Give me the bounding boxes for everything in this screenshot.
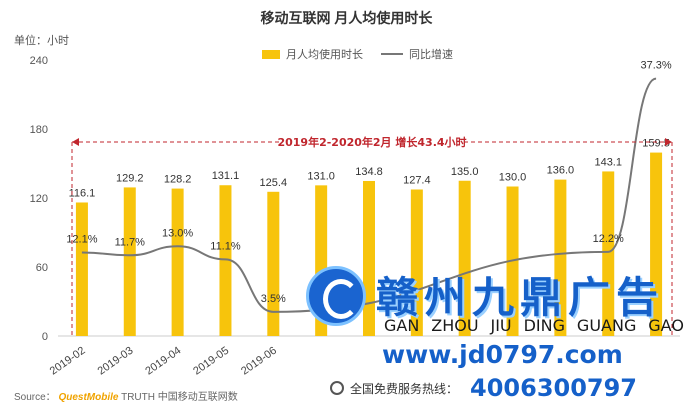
growth-line [81,77,657,313]
annotation-text: 2019年2-2020年2月 增长43.4小时 [277,135,466,149]
x-tick-label: 2019-05 [191,345,231,378]
bar-value-label: 127.4 [403,174,431,186]
legend-line-label: 同比增速 [409,49,453,61]
phone-icon [330,381,344,395]
bar-value-label: 125.4 [260,177,288,189]
bar-value-label: 129.2 [116,172,144,184]
company-pinyin: GAN ZHOU JIU DING GUANG GAO [384,316,684,335]
bar [650,152,663,336]
legend-bar-swatch [262,49,280,59]
legend-line-swatch [381,53,403,55]
annotation-arrow-left-icon [72,138,79,146]
pinyin-syllable: GAO [648,316,684,335]
bar [267,191,280,336]
growth-rate-label: 12.1% [66,234,97,246]
y-tick-label: 120 [30,193,48,205]
unit-label: 单位：小时 [14,35,69,47]
hotline-label: 全国免费服务热线： [350,381,459,396]
pinyin-syllable: GAN [384,316,420,335]
bar-value-label: 130.0 [499,172,527,184]
y-tick-label: 60 [36,262,48,274]
bar [219,185,232,336]
bar [410,189,423,336]
bar-value-label: 143.1 [594,156,622,168]
x-tick-label: 2019-04 [143,345,183,378]
pinyin-syllable: ZHOU [431,316,479,335]
company-url: www.jd0797.com [382,340,623,369]
bar [458,180,471,336]
bar [171,188,184,336]
bar-value-label: 159.5 [642,138,670,150]
x-tick-label: 2019-06 [239,345,279,378]
bar-value-label: 135.0 [451,166,479,178]
chart-title: 移动互联网 月人均使用时长 [260,10,433,26]
company-logo-icon [306,266,366,326]
annotation-background [280,133,464,151]
x-tick-label: 2019-03 [96,345,136,378]
source-suffix: TRUTH 中国移动互联网数 [121,392,238,403]
hotline-number: 4006300797 [470,374,638,402]
y-tick-label: 0 [42,331,48,343]
pinyin-syllable: JIU [490,316,512,335]
bar [363,180,375,336]
advertising-watermark: 赣州九鼎广告 GAN ZHOU JIU DING GUANG GAO www.j… [296,258,693,409]
bar-value-label: 131.1 [212,170,240,182]
pinyin-syllable: GUANG [576,316,637,335]
y-tick-label: 180 [30,124,48,136]
legend-bar-label: 月人均使用时长 [286,49,363,61]
source-brand: QuestMobile [58,392,119,403]
annotation-arrow-right-icon [665,138,672,146]
bar [602,171,615,336]
growth-rate-label: 11.1% [210,240,241,252]
x-tick-label: 2019-02 [48,345,88,378]
bar [554,179,567,336]
growth-rate-label: 11.7% [115,236,146,248]
bar-value-label: 136.0 [547,165,575,177]
bar-value-label: 134.8 [355,166,383,178]
legend: 月人均使用时长 同比增速 [262,46,453,62]
growth-rate-label: 13.0% [162,227,193,239]
hotline: 全国免费服务热线： 4006300797 [330,374,637,402]
bar-value-label: 131.0 [307,170,335,182]
bar-value-label: 116.1 [69,187,96,199]
bar [75,202,88,336]
growth-rate-label: 3.5% [261,293,286,305]
source-note: Source： QuestMobile TRUTH 中国移动互联网数 [14,388,238,403]
company-name: 赣州九鼎广告 [376,273,665,322]
growth-rate-label: 37.3% [640,60,671,72]
y-tick-label: 240 [30,55,48,67]
source-prefix: Source： [14,392,56,403]
growth-rate-label: 12.2% [593,233,624,245]
pinyin-syllable: DING [523,316,565,335]
bar-value-label: 128.2 [164,174,192,186]
bar [123,187,136,336]
